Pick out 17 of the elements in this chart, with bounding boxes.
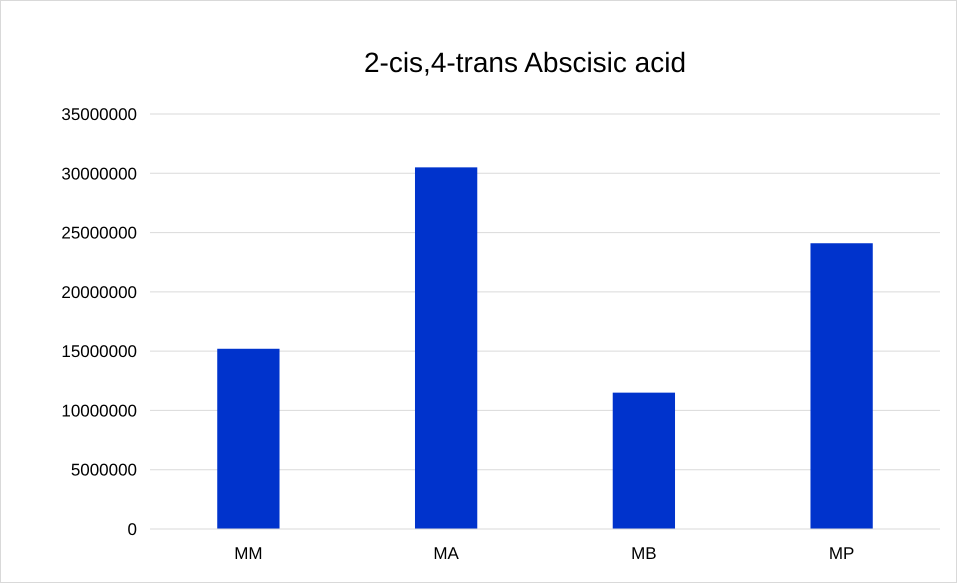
x-tick-label: MP <box>828 544 854 563</box>
x-tick-label: MA <box>433 544 460 563</box>
chart-title: 2-cis,4-trans Abscisic acid <box>364 47 686 78</box>
y-tick-label: 15000000 <box>61 342 137 362</box>
bar <box>217 348 280 529</box>
y-tick-label: 35000000 <box>61 105 137 124</box>
y-tick-label: 5000000 <box>70 460 137 480</box>
x-tick-label: MM <box>234 544 263 563</box>
y-tick-label: 10000000 <box>61 401 137 420</box>
bar <box>612 392 676 529</box>
y-tick-label: 25000000 <box>61 224 137 243</box>
y-tick-label: 20000000 <box>61 282 137 302</box>
y-tick-label: 30000000 <box>61 164 137 184</box>
bar <box>810 243 873 529</box>
bar <box>414 167 478 529</box>
y-tick-label: 0 <box>128 520 137 539</box>
x-tick-label: MB <box>631 544 657 563</box>
